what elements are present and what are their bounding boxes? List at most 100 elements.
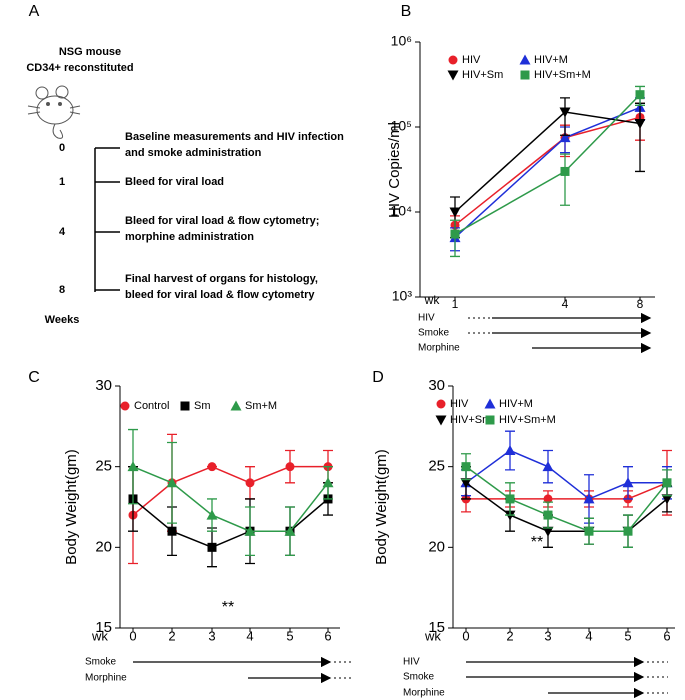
data-point <box>584 526 594 536</box>
treatment-label: HIV <box>418 313 435 324</box>
treatment-label: Morphine <box>85 673 127 684</box>
y-axis-label: HIV Copies/ml <box>386 122 403 218</box>
data-point <box>284 525 296 536</box>
data-point <box>504 445 516 456</box>
legend-marker <box>520 70 530 80</box>
y-tick-label: 25 <box>95 458 112 475</box>
timeline-text: Final harvest of organs for histology, <box>125 273 318 285</box>
annotation: ** <box>222 599 234 616</box>
x-axis-label: wk <box>424 293 441 307</box>
x-tick-label: 6 <box>324 628 331 643</box>
series-line <box>466 482 668 500</box>
legend-label: HIV+Sm <box>462 69 503 81</box>
legend-marker <box>485 415 495 425</box>
data-point <box>543 510 553 520</box>
data-point <box>662 478 672 488</box>
series-line <box>132 498 329 549</box>
data-point <box>245 478 255 488</box>
data-point <box>244 525 256 536</box>
data-point <box>559 132 571 143</box>
x-tick-label: 5 <box>286 628 293 643</box>
legend-marker <box>435 415 447 426</box>
legend-label: HIV+Sm <box>450 414 491 426</box>
series-line <box>465 466 668 532</box>
data-point <box>167 526 177 536</box>
treatment-label: Smoke <box>85 657 117 668</box>
x-tick-label: 1 <box>452 297 459 311</box>
x-tick-label: 6 <box>663 628 670 643</box>
x-tick-label: 0 <box>129 628 136 643</box>
week-label: 0 <box>59 142 65 154</box>
series-line <box>465 449 667 500</box>
data-point <box>623 526 633 536</box>
treatment-label: HIV <box>403 657 420 668</box>
legend-label: HIV+M <box>499 398 533 410</box>
x-axis-label: wk <box>424 628 441 643</box>
timeline-text: Bleed for viral load & flow cytometry; <box>125 215 319 227</box>
legend-label: HIV <box>462 54 481 66</box>
data-point <box>127 461 139 472</box>
x-tick-label: 0 <box>462 628 469 643</box>
y-tick-label: 10⁶ <box>391 33 412 49</box>
x-tick-label: 2 <box>168 628 175 643</box>
y-axis-label: Body Weight(gm) <box>373 449 390 565</box>
y-tick-label: 30 <box>95 377 112 394</box>
annotation: ** <box>531 534 543 551</box>
x-tick-label: 4 <box>246 628 253 643</box>
panel-label: B <box>401 3 412 20</box>
data-point <box>583 493 595 504</box>
y-axis-label: Body Weight(gm) <box>63 449 80 565</box>
y-tick-label: 20 <box>428 538 445 555</box>
y-tick-label: 10⁴ <box>390 203 412 219</box>
x-tick-label: 4 <box>585 628 592 643</box>
data-point <box>505 494 515 504</box>
panel-label: A <box>29 3 40 20</box>
timeline-text: morphine administration <box>125 231 254 243</box>
data-point <box>206 509 218 520</box>
timeline-text: and smoke administration <box>125 147 262 159</box>
treatment-label: Smoke <box>403 672 435 683</box>
data-point <box>542 461 554 472</box>
series-line <box>132 465 328 516</box>
data-point <box>322 477 334 488</box>
error-bar <box>635 102 645 173</box>
timeline-label: Weeks <box>45 314 80 326</box>
legend-label: HIV+Sm+M <box>534 69 591 81</box>
charts: B HIV Copies/ml 10³ 10⁴ 10⁵ 10⁶ wk 1 4 8 HIV HIV+M H… <box>28 3 675 699</box>
legend-marker <box>519 54 531 65</box>
x-tick-label: 3 <box>544 628 551 643</box>
data-point <box>634 118 646 129</box>
series-line <box>132 465 329 532</box>
legend-marker <box>436 399 446 409</box>
x-tick-label: 8 <box>637 297 644 311</box>
data-point <box>461 462 471 472</box>
error-bar <box>560 153 570 206</box>
data-point <box>560 166 570 176</box>
mouse-icon <box>27 85 81 139</box>
x-axis-label: wk <box>91 628 108 643</box>
x-tick-label: 4 <box>562 297 569 311</box>
series-line <box>454 111 641 213</box>
timeline: 0 Baseline measurements and HIV infection… <box>59 131 344 301</box>
legend-marker <box>447 70 459 81</box>
data-point <box>559 107 571 118</box>
x-tick-label: 2 <box>506 628 513 643</box>
data-point <box>207 542 217 552</box>
legend-marker <box>484 398 496 409</box>
data-point <box>207 462 217 472</box>
panel-title: CD34+ reconstituted <box>26 62 133 74</box>
legend-label: Control <box>134 400 169 412</box>
timeline-text: Baseline measurements and HIV infection <box>125 131 344 143</box>
data-point <box>449 207 461 218</box>
y-tick-label: 15 <box>95 619 112 636</box>
series-line <box>454 116 641 226</box>
data-point <box>450 229 460 239</box>
y-tick-label: 10³ <box>392 288 413 304</box>
data-point <box>661 494 673 505</box>
chart-panel: D Body Weight(gm) 15 20 25 30 wk 0 2 3 4 5 6 HIV HIV+M… <box>372 369 675 699</box>
data-point <box>543 494 553 504</box>
y-tick-label: 30 <box>428 377 445 394</box>
chart-panel: C Body Weight(gm) 15 20 25 30 wk 0 2 3 4 5 6 Control S… <box>28 369 352 684</box>
legend-marker <box>448 55 458 65</box>
